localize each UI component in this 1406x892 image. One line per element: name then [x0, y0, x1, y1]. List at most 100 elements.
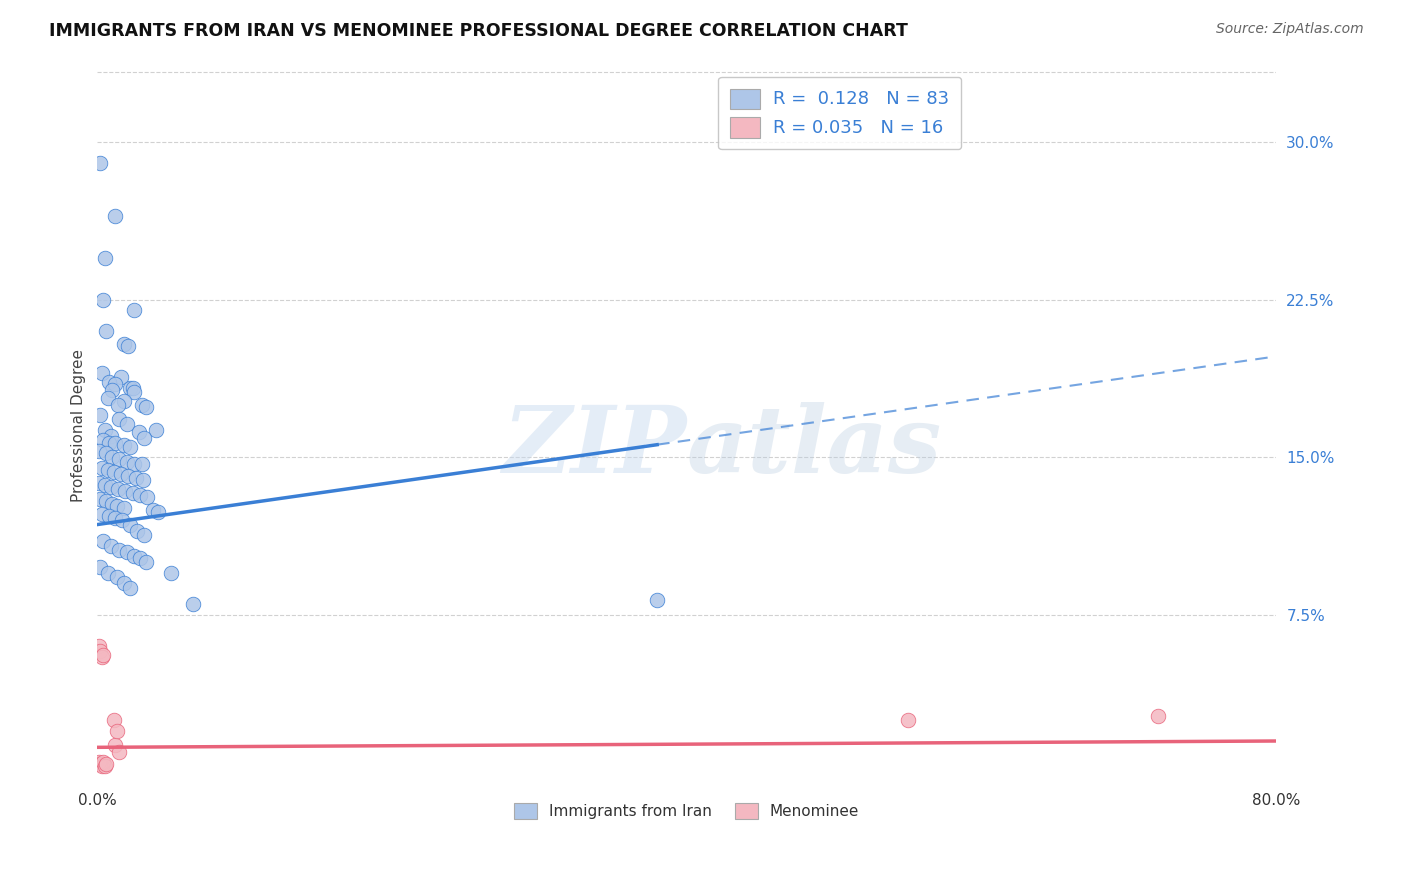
Point — [118, 517, 141, 532]
Point — [96, 494, 118, 508]
Point — [100, 429, 122, 443]
Point — [110, 370, 132, 384]
Point — [122, 303, 145, 318]
Point — [107, 482, 129, 496]
Point — [117, 469, 139, 483]
Point — [117, 339, 139, 353]
Point — [98, 435, 121, 450]
Point — [134, 431, 156, 445]
Point — [112, 500, 135, 515]
Point — [118, 440, 141, 454]
Point — [146, 505, 169, 519]
Point — [160, 566, 183, 580]
Point — [108, 412, 131, 426]
Point — [114, 483, 136, 498]
Point — [128, 425, 150, 439]
Point — [100, 480, 122, 494]
Point — [105, 499, 128, 513]
Point — [132, 474, 155, 488]
Point — [129, 551, 152, 566]
Point — [90, 366, 112, 380]
Text: Source: ZipAtlas.com: Source: ZipAtlas.com — [1216, 22, 1364, 37]
Point — [98, 375, 121, 389]
Point — [104, 376, 127, 391]
Point — [115, 454, 138, 468]
Point — [90, 649, 112, 664]
Point — [1147, 708, 1170, 723]
Point — [136, 490, 159, 504]
Point — [93, 759, 115, 773]
Point — [101, 450, 124, 465]
Text: atlas: atlas — [686, 402, 942, 492]
Point — [112, 336, 135, 351]
Point — [87, 444, 110, 458]
Point — [645, 593, 668, 607]
Point — [112, 438, 135, 452]
Point — [105, 723, 128, 738]
Point — [93, 251, 115, 265]
Point — [122, 457, 145, 471]
Point — [131, 457, 153, 471]
Point — [111, 513, 134, 527]
Point — [89, 492, 111, 507]
Point — [90, 759, 112, 773]
Point — [118, 581, 141, 595]
Point — [122, 385, 145, 400]
Point — [122, 549, 145, 563]
Text: IMMIGRANTS FROM IRAN VS MENOMINEE PROFESSIONAL DEGREE CORRELATION CHART: IMMIGRANTS FROM IRAN VS MENOMINEE PROFES… — [49, 22, 908, 40]
Point — [127, 524, 149, 538]
Point — [108, 745, 131, 759]
Point — [96, 757, 118, 772]
Point — [104, 209, 127, 223]
Point — [103, 465, 125, 479]
Point — [93, 477, 115, 491]
Point — [96, 324, 118, 338]
Point — [131, 398, 153, 412]
Point — [87, 640, 110, 654]
Point — [97, 392, 120, 406]
Point — [115, 545, 138, 559]
Point — [121, 381, 143, 395]
Point — [121, 486, 143, 500]
Point — [108, 542, 131, 557]
Point — [91, 755, 114, 769]
Point — [129, 488, 152, 502]
Point — [98, 509, 121, 524]
Point — [97, 463, 120, 477]
Point — [118, 381, 141, 395]
Point — [107, 398, 129, 412]
Point — [87, 475, 110, 490]
Text: ZIP: ZIP — [502, 402, 686, 492]
Point — [91, 293, 114, 307]
Point — [112, 576, 135, 591]
Point — [110, 467, 132, 482]
Point — [91, 648, 114, 662]
Point — [135, 555, 157, 569]
Legend: Immigrants from Iran, Menominee: Immigrants from Iran, Menominee — [508, 797, 866, 825]
Point — [104, 435, 127, 450]
Point — [89, 643, 111, 657]
Point — [87, 755, 110, 769]
Point — [90, 460, 112, 475]
Point — [124, 471, 146, 485]
Point — [104, 738, 127, 752]
Point — [104, 511, 127, 525]
Point — [90, 507, 112, 521]
Point — [89, 409, 111, 423]
Point — [103, 713, 125, 727]
Point — [108, 452, 131, 467]
Point — [134, 528, 156, 542]
Point — [142, 503, 165, 517]
Point — [91, 434, 114, 448]
Point — [101, 497, 124, 511]
Point — [105, 570, 128, 584]
Point — [181, 598, 204, 612]
Point — [96, 446, 118, 460]
Point — [896, 713, 918, 727]
Point — [145, 423, 167, 437]
Point — [115, 417, 138, 431]
Point — [91, 534, 114, 549]
Point — [101, 383, 124, 397]
Point — [112, 393, 135, 408]
Point — [135, 400, 157, 414]
